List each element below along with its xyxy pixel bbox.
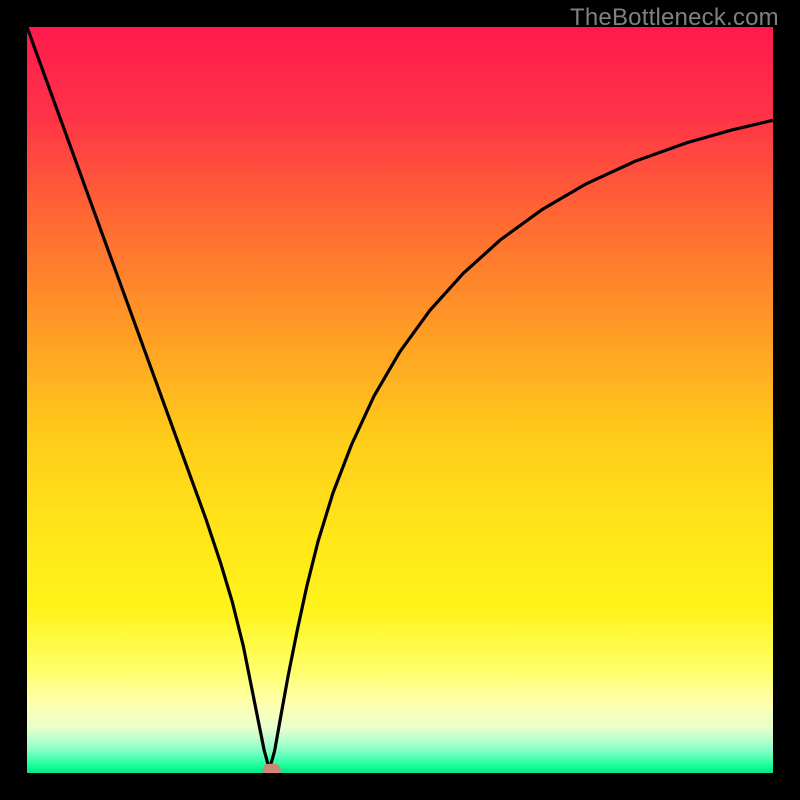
plot-area — [27, 27, 773, 773]
plot-svg — [27, 27, 773, 773]
watermark-text: TheBottleneck.com — [570, 4, 779, 32]
min-marker — [263, 764, 281, 773]
plot-background — [27, 27, 773, 773]
